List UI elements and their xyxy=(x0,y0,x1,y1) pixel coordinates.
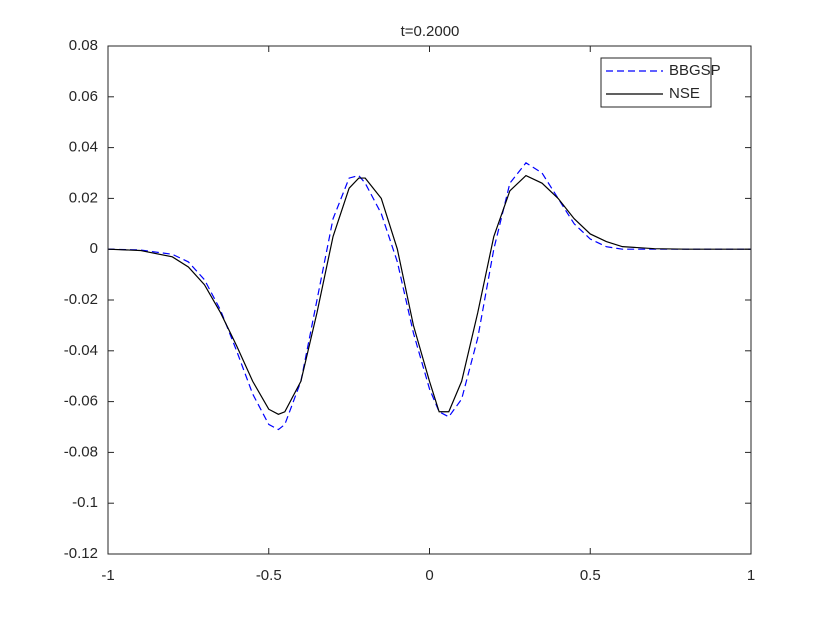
axes-box xyxy=(107,45,752,555)
y-tick-label: -0.08 xyxy=(64,443,98,460)
y-tick-label: 0.08 xyxy=(69,37,98,54)
legend-box xyxy=(600,57,712,108)
y-tick-label: 0.06 xyxy=(69,88,98,105)
y-tick-label: 0 xyxy=(90,240,98,257)
legend-label: BBGSP xyxy=(669,62,721,79)
chart-title: t=0.2000 xyxy=(401,23,460,40)
data-line xyxy=(107,162,751,431)
y-tick-label: -0.04 xyxy=(64,342,98,359)
y-tick-label: -0.12 xyxy=(64,545,98,562)
x-tick-label: 0 xyxy=(425,567,433,584)
x-tick-label: 0.5 xyxy=(580,567,601,584)
x-tick-label: 1 xyxy=(747,567,755,584)
y-tick-label: -0.02 xyxy=(64,291,98,308)
data-line xyxy=(107,174,751,415)
x-tick-label: -1 xyxy=(101,567,114,584)
plot-area xyxy=(108,46,751,554)
x-tick-label: -0.5 xyxy=(256,567,282,584)
y-tick-label: -0.06 xyxy=(64,393,98,410)
y-tick-label: -0.1 xyxy=(72,494,98,511)
y-tick-label: 0.02 xyxy=(69,189,98,206)
legend-label: NSE xyxy=(669,85,700,102)
y-tick-label: 0.04 xyxy=(69,139,98,156)
